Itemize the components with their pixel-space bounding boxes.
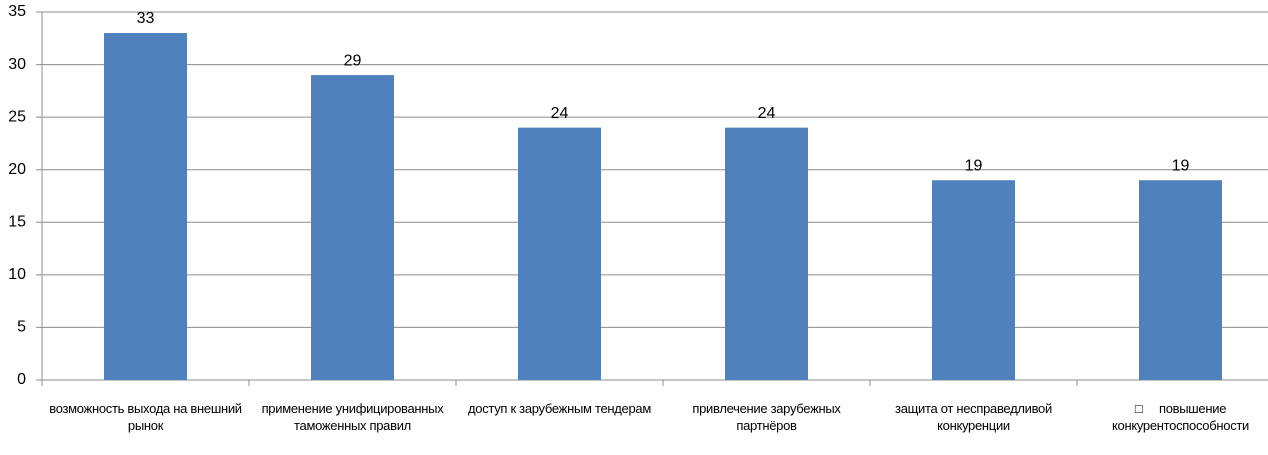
y-tick-label: 20 <box>8 161 26 178</box>
y-tick-label: 10 <box>8 266 26 283</box>
value-label: 24 <box>758 105 776 122</box>
x-tick-label: доступ к зарубежным тендерам <box>468 401 651 416</box>
bar <box>1139 180 1222 380</box>
y-tick-label: 35 <box>8 3 26 20</box>
bar <box>518 127 601 381</box>
bar <box>725 127 808 381</box>
value-label: 24 <box>551 105 569 122</box>
y-tick-label: 30 <box>8 56 26 73</box>
x-tick-label: возможность выхода на внешний рынок <box>49 401 246 433</box>
x-tick-label: применение унифицированных таможенных пр… <box>261 401 447 433</box>
bar <box>932 180 1015 380</box>
value-label: 33 <box>137 10 155 27</box>
x-tick-label: защита от несправедливой конкуренции <box>895 401 1056 433</box>
value-label: 19 <box>1172 157 1190 174</box>
y-tick-label: 25 <box>8 108 26 125</box>
bar <box>311 75 394 380</box>
bar <box>104 33 187 381</box>
value-label: 29 <box>344 52 362 69</box>
value-label: 19 <box>965 157 983 174</box>
y-tick-label: 15 <box>8 214 26 231</box>
x-tick-label: □ повышение конкурентоспособности <box>1111 401 1250 433</box>
y-tick-label: 5 <box>17 319 26 336</box>
x-tick-label: привлечение зарубежных партнёров <box>692 401 844 433</box>
y-tick-label: 0 <box>17 371 26 388</box>
